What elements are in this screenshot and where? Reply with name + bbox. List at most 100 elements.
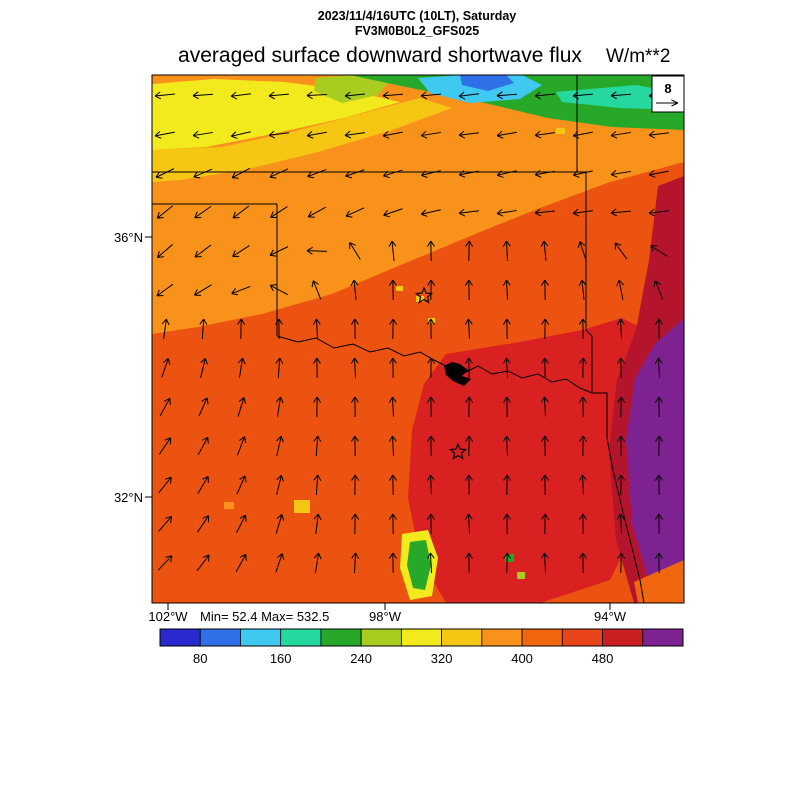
wind-arrow-glyph [654,552,663,574]
flux-speck [517,572,525,579]
minmax-label: Min= 52.4 Max= 532.5 [200,609,329,624]
reference-vector-box: 8 [651,75,685,113]
wind-arrow-glyph [464,513,473,535]
wind-arrow-glyph [464,552,473,574]
wind-arrow-glyph [194,205,212,219]
wind-arrow-glyph [578,318,587,340]
wind-arrow [502,318,511,340]
flux-region-orange-corner [634,560,684,603]
wind-arrow-glyph [307,168,327,179]
wind-arrow [610,130,631,139]
flux-speck [505,554,514,562]
wind-arrow [161,318,170,339]
main-title: averaged surface downward shortwave flux [178,44,582,67]
wind-arrow-glyph [458,208,479,217]
wind-arrow-glyph [577,241,587,261]
wind-arrow [503,474,512,496]
wind-arrow [350,396,359,418]
wind-arrow-glyph [197,436,209,455]
wind-arrow-glyph [496,170,517,178]
wind-arrow-glyph [496,91,518,100]
wind-arrow-glyph [650,245,668,257]
wind-arrow [648,170,669,178]
wind-arrow [237,357,246,378]
colorbar-segment [441,628,483,647]
wind-arrow [464,552,473,574]
flux-region-purple-east [626,318,684,586]
wind-arrow-glyph [426,513,435,535]
wind-arrow-glyph [578,513,587,535]
state-borders [152,75,645,603]
wind-arrow-glyph [232,245,250,257]
wind-arrow [540,552,549,574]
wind-arrow-glyph [236,436,247,456]
lake-marker [444,362,471,386]
x-tick-label: 102°W [148,609,188,624]
wind-arrow [534,208,555,217]
wind-arrow [344,91,365,100]
wind-arrow [350,318,359,340]
wind-arrow-glyph [617,474,626,496]
wind-arrow-glyph [157,555,173,571]
wind-arrow [534,169,555,178]
wind-arrow-glyph [383,208,403,218]
colorbar-tick-label: 240 [350,651,372,666]
wind-arrow-glyph [193,168,213,179]
wind-arrow [312,357,321,379]
wind-arrow [276,474,284,495]
wind-arrow-glyph [426,552,435,574]
reference-vector-rect [651,75,685,113]
wind-arrow-glyph [534,208,555,217]
wind-arrow [275,553,285,573]
reference-vector-value: 8 [664,81,671,96]
wind-arrow [578,474,587,496]
wind-arrow [502,279,511,301]
wind-arrow-glyph [268,130,289,139]
wind-arrow-glyph [344,91,365,100]
wind-arrow-glyph [572,170,593,178]
wind-arrow [270,206,288,218]
wind-arrow [199,318,208,340]
colorbar-segment [280,628,322,647]
wind-arrow [502,396,511,418]
wind-arrow [159,397,171,416]
wind-arrow [269,246,289,257]
wind-arrow [616,435,625,457]
wind-arrow [230,91,251,100]
wind-arrow [345,207,365,218]
wind-arrow-glyph [388,513,397,535]
wind-arrow [496,208,517,217]
wind-arrow [275,396,284,417]
wind-arrow [465,435,474,457]
wind-arrow [156,283,174,297]
wind-arrow-glyph [230,131,251,139]
colorbar-segment [521,628,563,647]
wind-arrow [503,552,512,574]
wind-arrow-glyph [614,242,628,260]
wind-arrow [579,357,588,379]
flux-speck [224,502,234,509]
wind-arrow [383,169,403,179]
wind-arrow-glyph [350,357,359,379]
wind-arrow [572,208,593,217]
wind-arrow-glyph [458,130,479,139]
wind-arrow-glyph [502,396,511,418]
wind-arrow-glyph [351,513,360,535]
wind-arrow [465,240,474,262]
wind-arrow-glyph [307,206,326,218]
wind-arrow [534,91,555,100]
x-axis-ticks: 102°W 98°W 94°W [148,603,627,624]
wind-arrow-glyph [350,435,359,457]
wind-arrow [275,514,285,534]
wind-arrow-glyph [578,474,587,496]
wind-arrow-glyph [156,205,174,219]
wind-arrow [577,241,587,261]
wind-arrow [616,279,624,300]
wind-arrow [572,91,594,100]
wind-arrow-glyph [578,552,587,574]
wind-arrow-glyph [351,474,360,496]
wind-arrow-glyph [192,130,213,139]
wind-arrow-glyph [232,205,250,219]
wind-arrow-glyph [349,242,361,260]
wind-arrow [161,358,171,378]
